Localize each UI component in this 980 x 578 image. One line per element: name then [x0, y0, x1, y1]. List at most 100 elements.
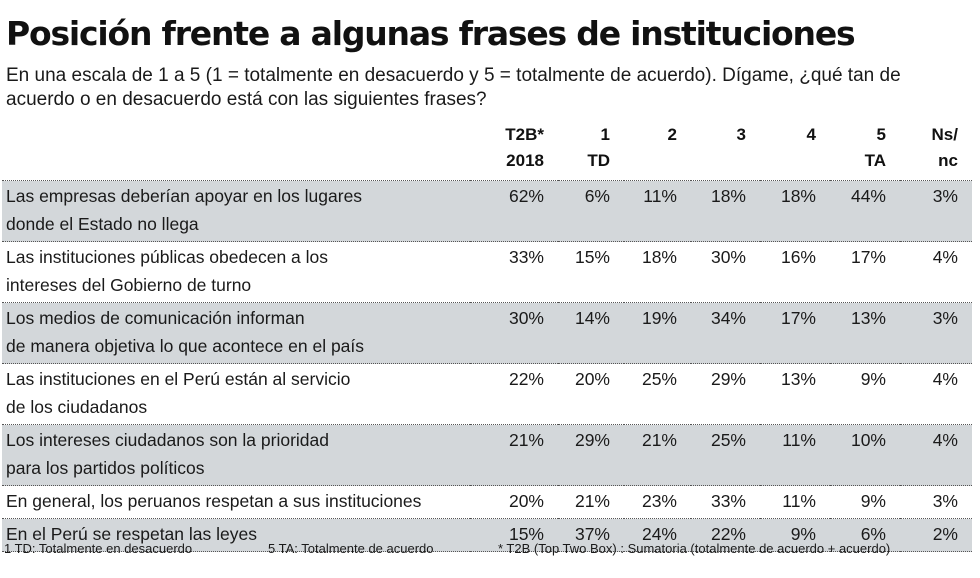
cell-value: 15% [558, 241, 624, 303]
footnote-ta: 5 TA: Totalmente de acuerdo [268, 541, 434, 556]
cell-value: 15% [470, 518, 558, 552]
table-row: En el Perú se respetan las leyes 15% 37% 24… [2, 518, 972, 552]
cell-value: 22% [470, 363, 558, 425]
cell-value: 30% [691, 241, 760, 303]
column-header-line1: 5 [876, 125, 886, 144]
subtitle: En una escala de 1 a 5 (1 = totalmente e… [6, 65, 901, 110]
table-row: Las instituciones públicas obedecen a lo… [2, 241, 972, 303]
footnote-td: 1 TD: Totalmente en desacuerdo [4, 541, 193, 556]
cell-value: 9% [760, 518, 830, 552]
row-frase-line: En el Perú se respetan las leyes [6, 524, 257, 544]
survey-table: T2B* 2018 1 TD 2 3 4 5 TA Ns/nc Las empresa… [2, 118, 972, 552]
column-header-line1: 3 [736, 125, 746, 144]
cell-value: 13% [760, 363, 830, 425]
cell-value: 9% [830, 485, 900, 519]
cell-value: 29% [558, 424, 624, 486]
cell-value: 2% [900, 518, 972, 552]
row-frase: Los medios de comunicación informan de ma… [2, 302, 470, 364]
column-header: 5 TA [830, 118, 900, 181]
cell-value: 33% [691, 485, 760, 519]
cell-value: 14% [558, 302, 624, 364]
table-row: Los intereses ciudadanos son la priorida… [2, 424, 972, 486]
column-header-line2: TA [864, 151, 886, 170]
header-row: T2B* 2018 1 TD 2 3 4 5 TA Ns/nc [2, 118, 972, 181]
cell-value: 21% [624, 424, 691, 486]
row-frase-line: donde el Estado no llega [6, 214, 199, 234]
column-header-line2: TD [587, 151, 610, 170]
cell-value: 10% [830, 424, 900, 486]
cell-value: 33% [470, 241, 558, 303]
column-header: 1 TD [558, 118, 624, 181]
cell-value: 6% [830, 518, 900, 552]
cell-value: 17% [830, 241, 900, 303]
column-header: 3 [691, 118, 760, 181]
cell-value: 11% [624, 180, 691, 242]
cell-value: 3% [900, 302, 972, 364]
column-header-line1: Ns/ [931, 125, 958, 144]
row-frase-line: de manera objetiva lo que acontece en el… [6, 336, 365, 356]
footnote-t2b: * T2B (Top Two Box) : Sumatoria (totalme… [498, 541, 891, 556]
cell-value: 11% [760, 424, 830, 486]
row-frase-line: En general, los peruanos respetan a sus … [6, 491, 422, 511]
cell-value: 62% [470, 180, 558, 242]
column-header-frase [2, 118, 470, 181]
cell-value: 30% [470, 302, 558, 364]
column-header-line2: nc [938, 151, 958, 170]
cell-value: 20% [470, 485, 558, 519]
row-frase-line: Las instituciones en el Perú están al se… [6, 369, 351, 389]
row-frase-line: intereses del Gobierno de turno [6, 275, 252, 295]
column-header: T2B* 2018 [470, 118, 558, 181]
column-header-line1: T2B* [505, 125, 544, 144]
cell-value: 3% [900, 485, 972, 519]
row-frase-line: Los intereses ciudadanos son la priorida… [6, 430, 329, 450]
cell-value: 16% [760, 241, 830, 303]
cell-value: 21% [470, 424, 558, 486]
cell-value: 37% [558, 518, 624, 552]
cell-value: 23% [624, 485, 691, 519]
column-header-line2: 2018 [506, 151, 544, 170]
cell-value: 3% [900, 180, 972, 242]
cell-value: 25% [691, 424, 760, 486]
row-frase: Las instituciones en el Perú están al se… [2, 363, 470, 425]
table-row: Los medios de comunicación informan de ma… [2, 302, 972, 364]
column-header: 2 [624, 118, 691, 181]
cell-value: 29% [691, 363, 760, 425]
cell-value: 4% [900, 424, 972, 486]
page-title: Posición frente a algunas frases de inst… [6, 14, 856, 53]
row-frase: En el Perú se respetan las leyes [2, 518, 470, 552]
column-header-line1: 4 [806, 125, 816, 144]
row-frase: En general, los peruanos respetan a sus … [2, 485, 470, 519]
table-row: En general, los peruanos respetan a sus … [2, 485, 972, 519]
cell-value: 18% [691, 180, 760, 242]
cell-value: 20% [558, 363, 624, 425]
table-row: Las empresas deberían apoyar en los luga… [2, 180, 972, 242]
row-frase: Las instituciones públicas obedecen a lo… [2, 241, 470, 303]
row-frase-line: Las instituciones públicas obedecen a lo… [6, 247, 329, 267]
cell-value: 19% [624, 302, 691, 364]
row-frase-line: para los partidos políticos [6, 458, 205, 478]
cell-value: 24% [624, 518, 691, 552]
cell-value: 4% [900, 241, 972, 303]
column-header: 4 [760, 118, 830, 181]
cell-value: 13% [830, 302, 900, 364]
cell-value: 17% [760, 302, 830, 364]
row-frase-line: Los medios de comunicación informan [6, 308, 305, 328]
cell-value: 6% [558, 180, 624, 242]
cell-value: 21% [558, 485, 624, 519]
cell-value: 9% [830, 363, 900, 425]
cell-value: 11% [760, 485, 830, 519]
cell-value: 18% [624, 241, 691, 303]
column-header: Ns/nc [900, 118, 972, 181]
cell-value: 22% [691, 518, 760, 552]
table-row: Las instituciones en el Perú están al se… [2, 363, 972, 425]
cell-value: 4% [900, 363, 972, 425]
row-frase: Las empresas deberían apoyar en los luga… [2, 180, 470, 242]
row-frase-line: de los ciudadanos [6, 397, 148, 417]
column-header-line1: 1 [600, 125, 610, 144]
row-frase: Los intereses ciudadanos son la priorida… [2, 424, 470, 486]
cell-value: 18% [760, 180, 830, 242]
cell-value: 34% [691, 302, 760, 364]
column-header-line1: 2 [667, 125, 677, 144]
cell-value: 44% [830, 180, 900, 242]
row-frase-line: Las empresas deberían apoyar en los luga… [6, 186, 363, 206]
